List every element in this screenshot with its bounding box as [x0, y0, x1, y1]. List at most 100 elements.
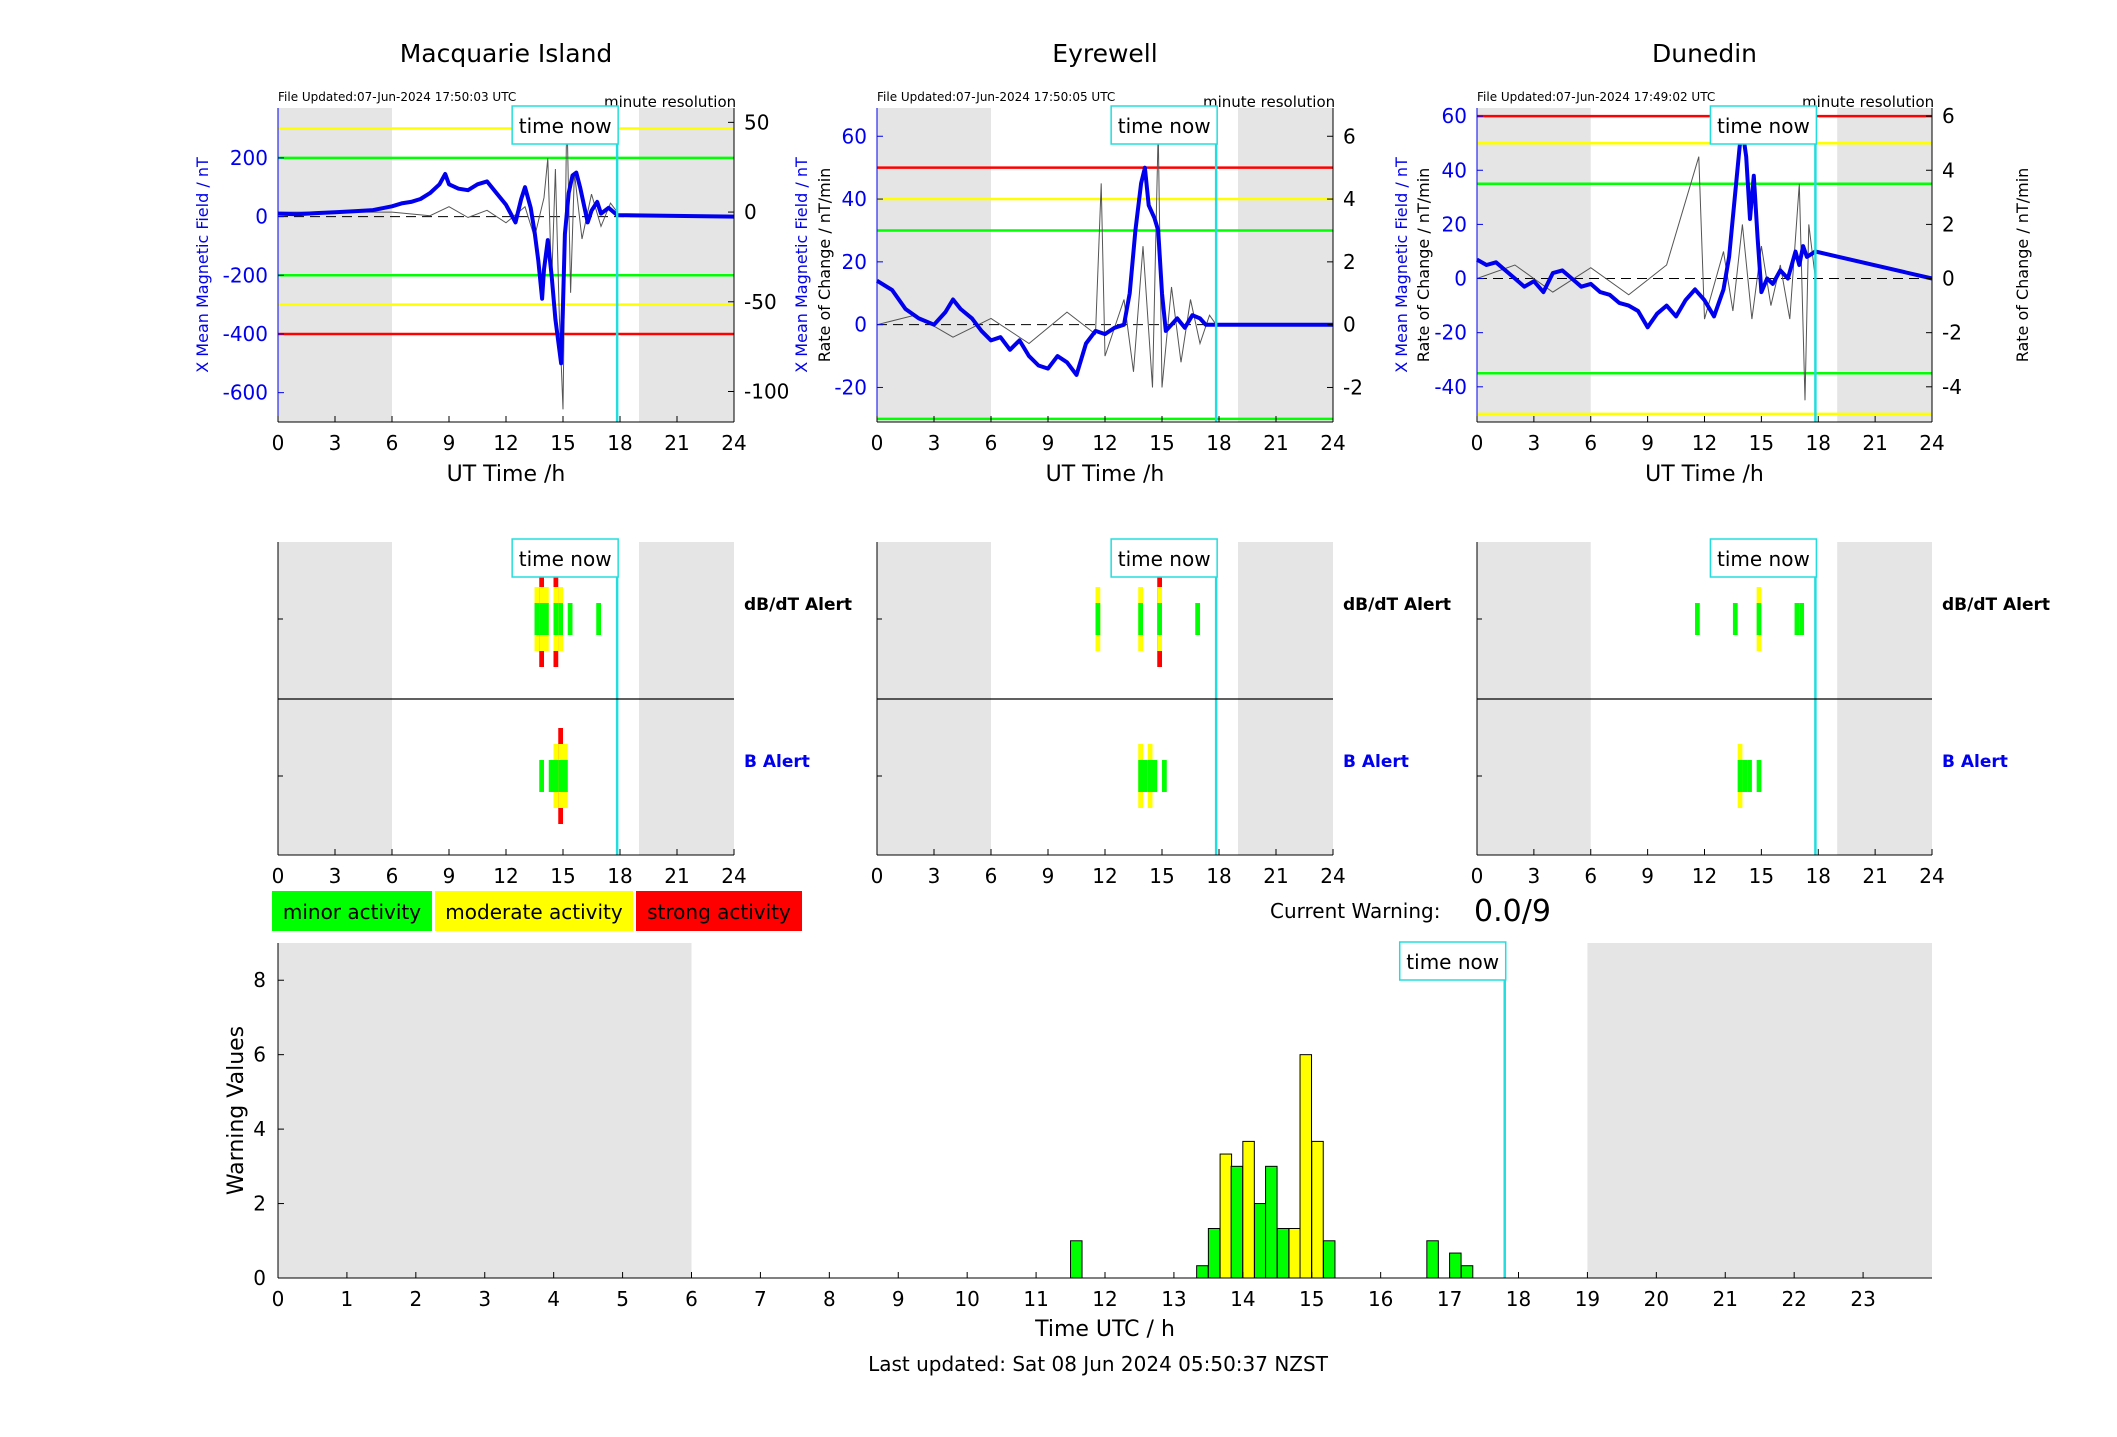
x-tick-label: 24: [1320, 864, 1345, 888]
minute-resolution: minute resolution: [1802, 93, 1934, 111]
time-now-box: [1709, 538, 1818, 578]
x-tick-label: 24: [1919, 864, 1944, 888]
dbdt-alert-bar: [1095, 603, 1101, 635]
station-chart-1: Macquarie Island File Updated:07-Jun-2024…: [193, 39, 834, 487]
time-now-box: [1110, 538, 1218, 578]
x-tick-label: 9: [1042, 864, 1055, 888]
y-axis-label-left: X Mean Magnetic Field / nT: [193, 157, 212, 373]
x-tick-label: 3: [329, 431, 342, 455]
y2-tick-label: 0: [744, 200, 757, 224]
x-tick-label: 18: [1206, 431, 1231, 455]
b-alert-bar: [539, 760, 544, 792]
alert-chart-1: time now 0 3 6 9 12 15 18 21 24 dB/dT Alert B Alert: [272, 538, 852, 888]
x-tick-label: 6: [386, 431, 399, 455]
x-tick-label: 6: [1584, 864, 1597, 888]
x-tick-label: 6: [386, 864, 399, 888]
x-tick-label: 12: [493, 431, 518, 455]
x-tick-label: 6: [985, 431, 998, 455]
x-axis-label: UT Time /h: [1645, 462, 1764, 487]
y-axis-label: Warning Values: [224, 1026, 249, 1195]
warning-bar: [1311, 1140, 1324, 1279]
warning-bar: [1070, 1240, 1083, 1279]
time-now-box: [1709, 105, 1818, 145]
y2-tick-label: 2: [1343, 250, 1356, 274]
b-alert-label: B Alert: [1942, 752, 2008, 772]
x-tick-label: 3: [928, 864, 941, 888]
y-tick-label: 200: [230, 146, 268, 170]
activity-legend: minor activity moderate activity strong ac…: [272, 891, 802, 931]
magnetic-field-series: [277, 170, 735, 366]
night-band: [1477, 108, 1591, 422]
magnetic-field-series: [875, 165, 1333, 377]
dbdt-alert-label: dB/dT Alert: [1942, 595, 2050, 615]
legend-swatch: [272, 891, 432, 931]
time-now-box: [511, 105, 619, 145]
file-updated: File Updated:07-Jun-2024 17:50:05 UTC: [877, 90, 1115, 104]
y-axis-label-right: Rate of Change / nT/min: [1414, 168, 1433, 363]
b-alert-label: B Alert: [1343, 752, 1409, 772]
x-tick-label: 9: [1042, 431, 1055, 455]
x-tick-label: 9: [1641, 864, 1654, 888]
dbdt-alert-bar: [1732, 603, 1738, 635]
night-band: [278, 108, 392, 422]
y2-tick-label: 4: [1343, 187, 1356, 211]
x-tick-label: 12: [1692, 431, 1717, 455]
y2-tick-label: -2: [1942, 321, 1962, 345]
chart-title: Dunedin: [1652, 39, 1757, 68]
y-tick-label: -400: [223, 322, 268, 346]
x-tick-label: 0: [272, 1287, 285, 1311]
x-tick-label: 18: [607, 864, 632, 888]
y-tick-label: 60: [842, 124, 867, 148]
x-tick-label: 9: [1641, 431, 1654, 455]
b-alert-label: B Alert: [744, 752, 810, 772]
y-tick-label: 8: [253, 968, 266, 992]
night-band: [1587, 943, 1932, 1278]
station-chart-3: Dunedin File Updated:07-Jun-2024 17:49:02…: [1392, 39, 2032, 487]
x-tick-label: 21: [1263, 431, 1288, 455]
b-alert-bar: [1147, 760, 1153, 792]
x-tick-label: 18: [1206, 864, 1231, 888]
legend-label: moderate activity: [445, 900, 623, 924]
station-chart-2: Eyrewell File Updated:07-Jun-2024 17:50:0…: [792, 39, 1433, 487]
x-tick-label: 21: [1713, 1287, 1738, 1311]
x-tick-label: 12: [1092, 1287, 1117, 1311]
x-tick-label: 14: [1230, 1287, 1255, 1311]
legend-label: strong activity: [647, 900, 791, 924]
dbdt-alert-label: dB/dT Alert: [744, 595, 852, 615]
y-tick-label: 40: [842, 187, 867, 211]
x-tick-label: 18: [1806, 431, 1831, 455]
y-axis-label-right: Rate of Change / nT/min: [2013, 168, 2032, 363]
y-tick-label: 0: [1454, 267, 1467, 291]
warning-bar: [1460, 1265, 1474, 1279]
warning-bar: [1219, 1153, 1233, 1279]
x-tick-label: 7: [754, 1287, 767, 1311]
magnetic-field-series: [1476, 127, 1933, 330]
b-alert-bar: [1143, 760, 1148, 792]
warning-bar: [1265, 1165, 1278, 1279]
time-now-label: time now: [1717, 547, 1810, 571]
warning-bar: [1230, 1165, 1244, 1279]
last-updated: Last updated: Sat 08 Jun 2024 05:50:37 N…: [868, 1352, 1329, 1376]
x-tick-label: 12: [1692, 864, 1717, 888]
x-tick-label: 21: [664, 431, 689, 455]
x-tick-label: 6: [985, 864, 998, 888]
y2-tick-label: 6: [1343, 124, 1356, 148]
y2-tick-label: -4: [1942, 375, 1962, 399]
y-axis-label-left: X Mean Magnetic Field / nT: [792, 157, 811, 373]
x-tick-label: 21: [664, 864, 689, 888]
y-tick-label: 20: [1442, 212, 1467, 236]
y-tick-label: 40: [1442, 158, 1467, 182]
b-alert-bar: [563, 760, 568, 792]
x-tick-label: 5: [616, 1287, 629, 1311]
x-tick-label: 24: [1919, 431, 1944, 455]
x-tick-label: 21: [1263, 864, 1288, 888]
x-tick-label: 0: [272, 864, 285, 888]
legend-swatch: [435, 891, 633, 931]
x-tick-label: 10: [954, 1287, 979, 1311]
y-tick-label: 6: [253, 1043, 266, 1067]
x-tick-label: 20: [1644, 1287, 1669, 1311]
dbdt-alert-bar: [1695, 603, 1700, 635]
warning-bar: [1207, 1227, 1221, 1279]
